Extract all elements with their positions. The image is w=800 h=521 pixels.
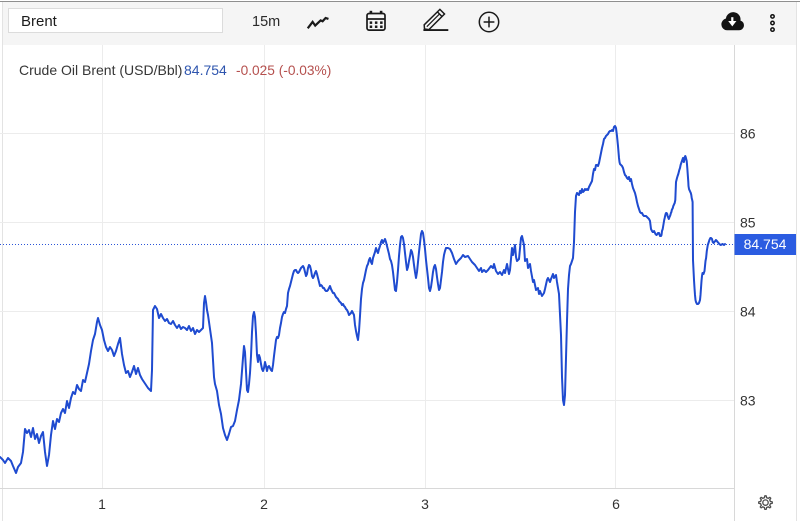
- svg-text:84: 84: [740, 304, 756, 320]
- svg-text:83: 83: [740, 393, 756, 409]
- svg-text:6: 6: [612, 496, 620, 512]
- svg-text:3: 3: [421, 496, 429, 512]
- svg-text:85: 85: [740, 215, 756, 231]
- svg-text:1: 1: [98, 496, 106, 512]
- svg-text:86: 86: [740, 126, 756, 142]
- svg-text:84.754: 84.754: [744, 236, 787, 252]
- svg-text:2: 2: [260, 496, 268, 512]
